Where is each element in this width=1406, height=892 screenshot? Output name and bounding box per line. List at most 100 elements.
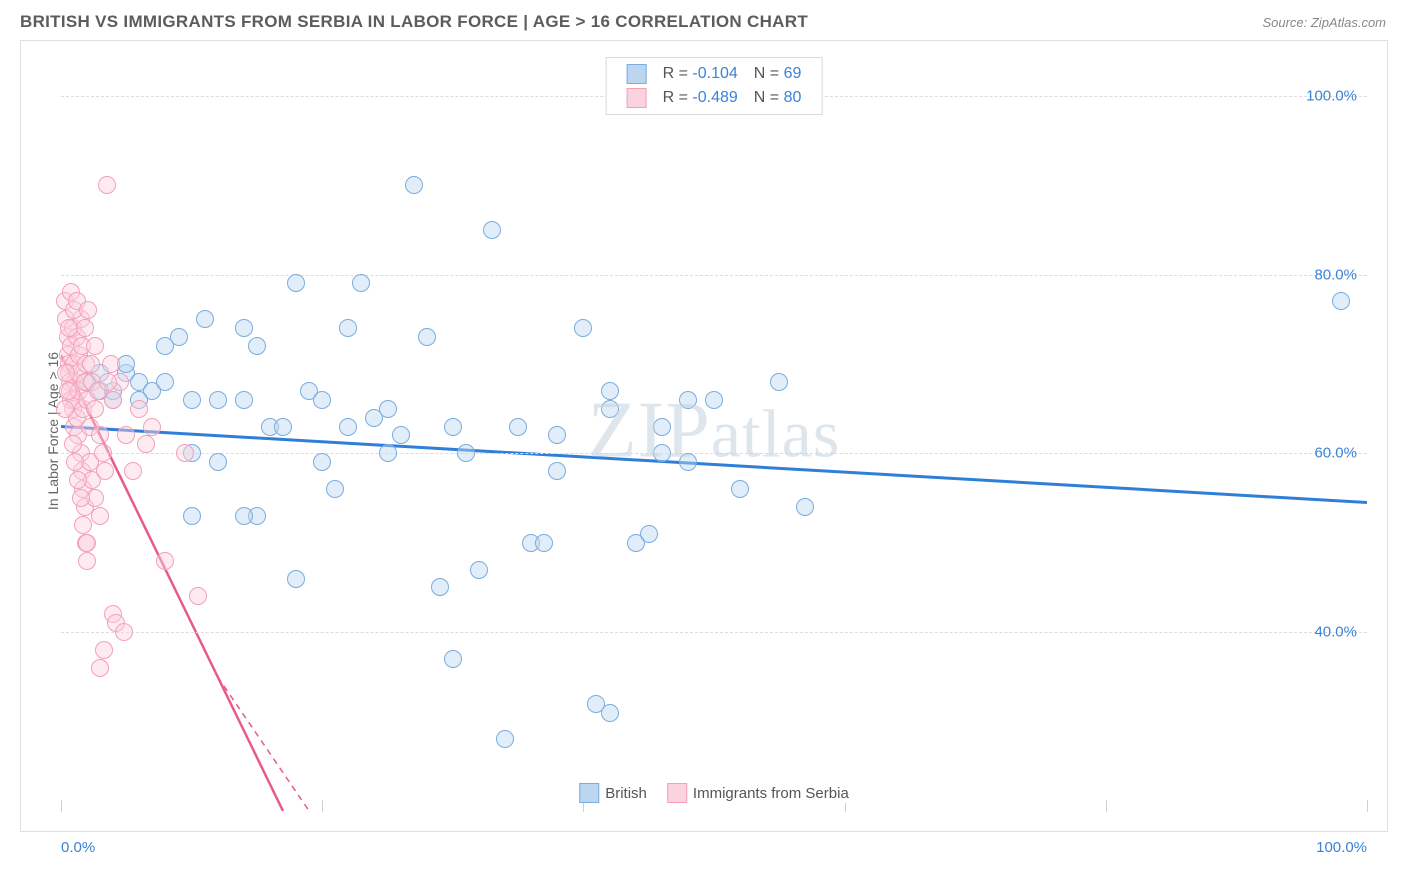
r-value-british: -0.104 [692,65,737,82]
data-point-british [248,337,266,355]
data-point-serbia [124,462,142,480]
data-point-british [117,355,135,373]
data-point-serbia [98,176,116,194]
data-point-british [548,426,566,444]
data-point-serbia [137,435,155,453]
data-point-british [379,444,397,462]
data-point-serbia [130,400,148,418]
data-point-british [470,561,488,579]
data-point-british [352,274,370,292]
data-point-british [235,507,253,525]
data-point-serbia [72,489,90,507]
data-point-serbia [56,400,74,418]
legend-label-serbia: Immigrants from Serbia [693,785,849,802]
stats-row-serbia: R = -0.489 N = 80 [619,86,810,110]
y-tick-label: 40.0% [1314,624,1357,641]
data-point-british [196,310,214,328]
r-value-serbia: -0.489 [692,89,737,106]
chart-header: BRITISH VS IMMIGRANTS FROM SERBIA IN LAB… [0,0,1406,40]
data-point-serbia [74,516,92,534]
data-point-serbia [57,364,75,382]
trend-lines [61,51,1367,811]
data-point-serbia [76,319,94,337]
data-point-serbia [64,435,82,453]
data-point-british [770,373,788,391]
data-point-serbia [117,426,135,444]
y-tick-label: 60.0% [1314,445,1357,462]
data-point-british [574,319,592,337]
y-tick-label: 80.0% [1314,266,1357,283]
chart-frame: In Labor Force | Age > 16 ZIPatlas R = -… [20,40,1388,832]
data-point-serbia [96,462,114,480]
series-legend: British Immigrants from Serbia [573,783,855,803]
data-point-british [183,507,201,525]
data-point-serbia [94,444,112,462]
data-point-serbia [78,534,96,552]
swatch-serbia-icon [627,88,647,108]
data-point-british [235,319,253,337]
data-point-british [392,426,410,444]
data-point-serbia [66,453,84,471]
data-point-serbia [82,355,100,373]
data-point-british [1332,292,1350,310]
data-point-british [209,391,227,409]
data-point-british [431,578,449,596]
swatch-british-icon [579,783,599,803]
data-point-british [339,319,357,337]
legend-item-british: British [579,783,647,803]
x-max-label: 100.0% [1316,839,1367,856]
data-point-serbia [69,471,87,489]
legend-item-serbia: Immigrants from Serbia [667,783,849,803]
data-point-british [209,453,227,471]
data-point-serbia [91,659,109,677]
data-point-british [483,221,501,239]
data-point-british [731,480,749,498]
data-point-serbia [86,337,104,355]
r-label: R = [663,65,688,82]
data-point-serbia [78,552,96,570]
data-point-british [496,730,514,748]
x-tick [1367,800,1368,812]
data-point-serbia [91,426,109,444]
data-point-british [640,525,658,543]
data-point-british [548,462,566,480]
n-label: N = [754,65,779,82]
data-point-serbia [95,641,113,659]
chart-source: Source: ZipAtlas.com [1262,15,1386,30]
data-point-british [418,328,436,346]
data-point-british [183,391,201,409]
data-point-serbia [176,444,194,462]
data-point-british [235,391,253,409]
data-point-british [653,444,671,462]
data-point-serbia [189,587,207,605]
data-point-british [457,444,475,462]
n-label: N = [754,89,779,106]
data-point-serbia [86,400,104,418]
data-point-british [287,274,305,292]
gridline [61,453,1367,454]
data-point-british [509,418,527,436]
data-point-serbia [102,355,120,373]
gridline [61,632,1367,633]
x-tick [322,800,323,812]
y-tick-label: 100.0% [1306,87,1357,104]
x-min-label: 0.0% [61,839,95,856]
data-point-british [274,418,292,436]
data-point-british [535,534,553,552]
data-point-british [156,373,174,391]
data-point-serbia [156,552,174,570]
data-point-british [601,400,619,418]
data-point-british [679,391,697,409]
data-point-british [444,418,462,436]
stats-legend: R = -0.104 N = 69 R = -0.489 N = 80 [606,57,823,115]
x-tick [61,800,62,812]
swatch-serbia-icon [667,783,687,803]
data-point-british [313,391,331,409]
data-point-british [601,704,619,722]
x-tick [1106,800,1107,812]
stats-row-british: R = -0.104 N = 69 [619,62,810,86]
chart-title: BRITISH VS IMMIGRANTS FROM SERBIA IN LAB… [20,12,808,32]
data-point-british [796,498,814,516]
data-point-serbia [115,623,133,641]
data-point-serbia [79,301,97,319]
